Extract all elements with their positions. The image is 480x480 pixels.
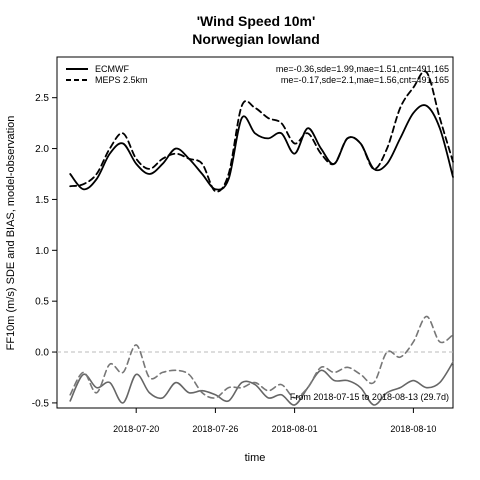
chart-subtitle: Norwegian lowland — [192, 31, 320, 47]
date-range-note: From 2018-07-15 to 2018-08-13 (29.7d) — [290, 392, 449, 402]
y-tick-label: -0.5 — [32, 398, 50, 409]
y-tick-label: 2.0 — [35, 144, 49, 155]
x-tick-label: 2018-07-26 — [192, 424, 238, 434]
series-line-sde-ecmwf — [69, 104, 454, 191]
y-tick-label: 1.5 — [35, 195, 49, 206]
y-tick-label: 1.0 — [35, 246, 49, 257]
legend-label-ecmwf: ECMWF — [95, 64, 129, 74]
series-line-bias-ecmwf — [69, 361, 454, 406]
stats-meps: me=-0.17,sde=2.1,mae=1.56,cnt=491,165 — [281, 75, 449, 85]
y-tick-label: 0.5 — [35, 297, 49, 308]
x-axis: 2018-07-20 2018-07-26 2018-08-01 2018-08-10 — [113, 408, 436, 434]
x-axis-label: time — [245, 452, 266, 464]
y-tick-label: 2.5 — [35, 93, 49, 104]
legend-label-meps: MEPS 2.5km — [95, 75, 148, 85]
x-tick-label: 2018-08-10 — [390, 424, 436, 434]
series-line-bias-meps — [69, 315, 454, 399]
y-tick-label: 0.0 — [35, 348, 49, 359]
chart-title: 'Wind Speed 10m' — [197, 13, 316, 29]
series-line-sde-meps — [69, 70, 454, 193]
legend: ECMWF MEPS 2.5km — [66, 64, 148, 85]
y-axis-label: FF10m (m/s) SDE and BIAS, model-observat… — [5, 116, 17, 351]
x-tick-label: 2018-08-01 — [272, 424, 318, 434]
series-layer — [69, 70, 454, 406]
stats-ecmwf: me=-0.36,sde=1.99,mae=1.51,cnt=491,165 — [276, 64, 449, 74]
x-tick-label: 2018-07-20 — [113, 424, 159, 434]
y-axis: -0.5 0.0 0.5 1.0 1.5 2.0 2.5 — [32, 93, 57, 409]
plot-frame — [56, 56, 454, 409]
